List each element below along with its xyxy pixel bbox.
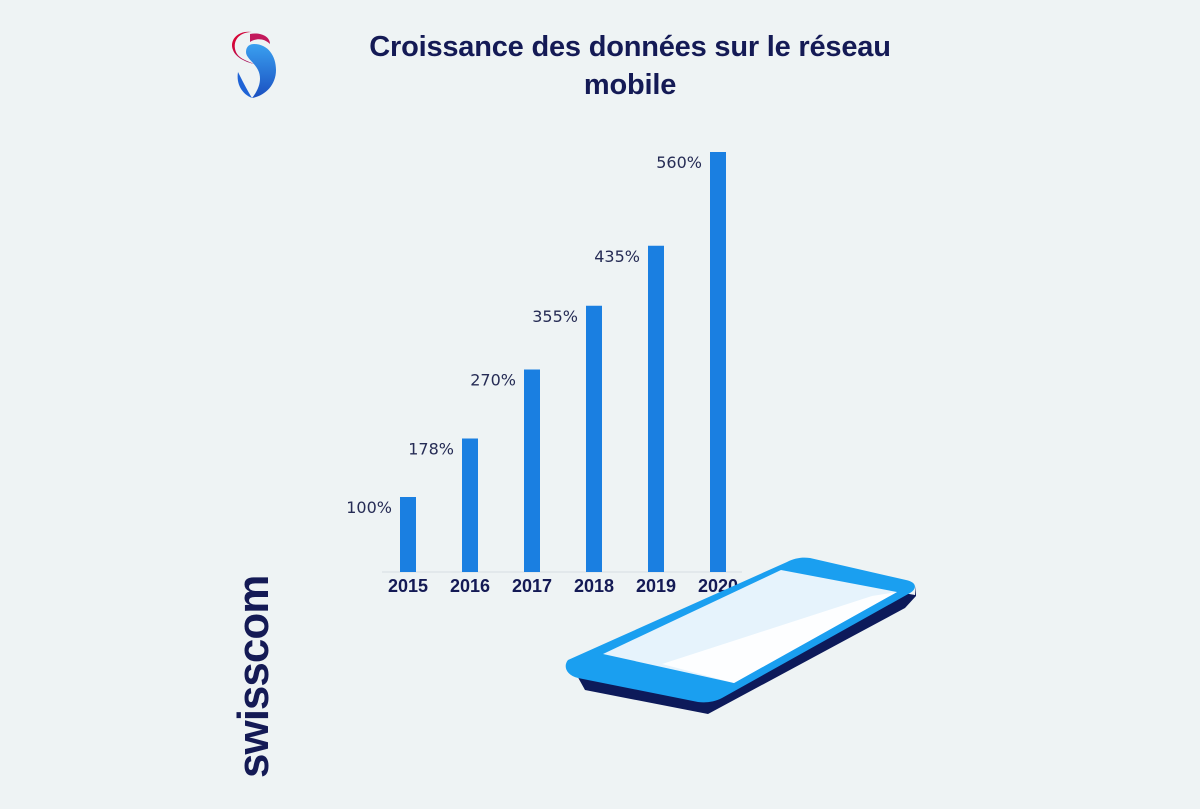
bar-2020 [710, 152, 726, 572]
data-label-2016: 178% [408, 440, 454, 459]
bars-group [400, 152, 726, 572]
data-labels-group: 100% 178% 270% 355% 435% 560% [346, 153, 702, 517]
data-label-2019: 435% [594, 247, 640, 266]
swisscom-logo-icon [232, 31, 276, 98]
bar-2016 [462, 438, 478, 572]
x-tick-label-2016: 2016 [450, 576, 490, 596]
bar-2018 [586, 305, 602, 572]
x-tick-label-2020: 2020 [698, 576, 738, 596]
data-label-2017: 270% [470, 371, 516, 390]
x-ticks-group: 2015 2016 2017 2018 2019 2020 [388, 576, 738, 596]
chart-title: Croissance des données sur le réseau mob… [369, 31, 891, 101]
bar-2019 [648, 245, 664, 572]
x-tick-label-2015: 2015 [388, 576, 428, 596]
x-tick-label-2017: 2017 [512, 576, 552, 596]
bar-2017 [524, 369, 540, 572]
data-label-2015: 100% [346, 498, 392, 517]
data-label-2020: 560% [656, 153, 702, 172]
data-label-2018: 355% [532, 307, 578, 326]
x-tick-label-2019: 2019 [636, 576, 676, 596]
bar-2015 [400, 497, 416, 572]
x-tick-label-2018: 2018 [574, 576, 614, 596]
